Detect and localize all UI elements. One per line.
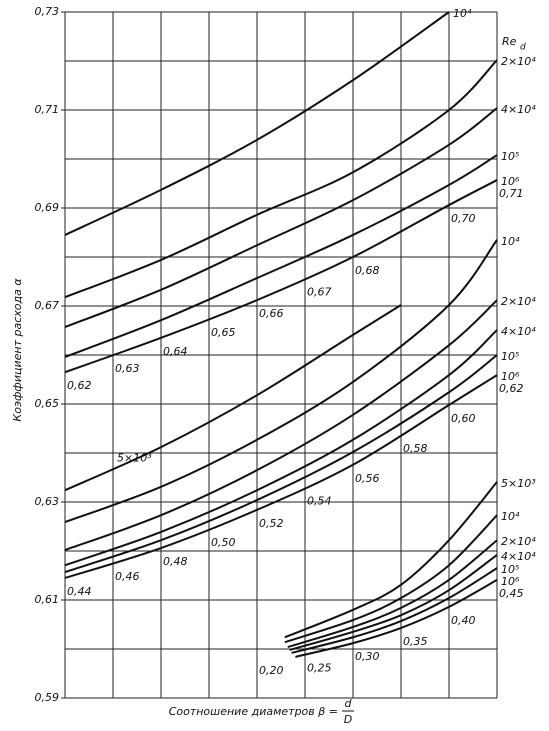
beta-label: 0,48 bbox=[163, 555, 188, 568]
beta-label: 0,62 bbox=[67, 379, 92, 392]
series-label: 10⁴ bbox=[501, 235, 520, 248]
beta-label: 0,71 bbox=[499, 187, 524, 200]
beta-label: 0,54 bbox=[307, 494, 332, 507]
curve bbox=[295, 579, 498, 658]
y-tick-label: 0,67 bbox=[35, 299, 60, 312]
beta-label: 0,35 bbox=[403, 635, 428, 648]
beta-label: 0,46 bbox=[115, 570, 140, 583]
series-label: 2×10⁴ bbox=[501, 535, 536, 548]
beta-label: 0,64 bbox=[163, 345, 188, 358]
y-tick-label: 0,65 bbox=[35, 397, 60, 410]
beta-label: 0,52 bbox=[259, 517, 284, 530]
beta-label: 0,30 bbox=[355, 650, 380, 663]
series-label: 4×10⁴ bbox=[501, 325, 536, 338]
x-label-denominator: D bbox=[344, 713, 352, 726]
curve bbox=[64, 354, 498, 574]
x-label-numerator: d bbox=[345, 697, 353, 710]
series-label: 10⁴ bbox=[501, 510, 520, 523]
curve bbox=[291, 567, 498, 654]
y-tick-label: 0,63 bbox=[35, 495, 60, 508]
series-label: 4×10⁴ bbox=[501, 550, 536, 563]
beta-label: 0,56 bbox=[355, 472, 380, 485]
series-label: 10⁶ bbox=[501, 175, 520, 188]
y-axis-label: Коэффициент расхода α bbox=[11, 278, 24, 422]
beta-label: 0,65 bbox=[211, 326, 236, 339]
series-label: 10⁶ bbox=[501, 370, 520, 383]
curve bbox=[284, 481, 498, 639]
series-label: 2×10⁴ bbox=[501, 55, 536, 68]
legend-title-sub: d bbox=[520, 43, 526, 53]
beta-label: 0,44 bbox=[67, 585, 92, 598]
beta-label: 0,62 bbox=[499, 382, 524, 395]
y-tick-label: 0,73 bbox=[35, 5, 60, 18]
curve bbox=[64, 11, 450, 236]
series-label: 5×10³ bbox=[501, 477, 536, 490]
curve bbox=[64, 107, 498, 329]
y-tick-label: 0,69 bbox=[35, 201, 60, 214]
series-label: 10⁵ bbox=[501, 350, 519, 363]
curve bbox=[64, 304, 402, 492]
x-axis-label: Соотношение диаметров β = bbox=[169, 705, 338, 718]
beta-label: 0,67 bbox=[307, 286, 332, 299]
curve bbox=[64, 59, 498, 299]
curve bbox=[64, 154, 498, 358]
beta-label: 0,68 bbox=[355, 264, 380, 277]
series-label: 10⁴ bbox=[453, 7, 472, 20]
curve bbox=[64, 179, 498, 374]
series-label: 4×10⁴ bbox=[501, 103, 536, 116]
curve bbox=[64, 239, 498, 524]
curve bbox=[64, 374, 498, 579]
curve bbox=[64, 299, 498, 551]
series-label: 10⁵ bbox=[501, 150, 519, 163]
y-tick-label: 0,61 bbox=[35, 593, 60, 606]
curve bbox=[284, 514, 498, 644]
curve bbox=[287, 539, 498, 648]
series-label: 10⁵ bbox=[501, 563, 519, 576]
beta-label: 0,45 bbox=[499, 587, 524, 600]
series-label: 10⁶ bbox=[501, 575, 520, 588]
legend-title: Re bbox=[502, 35, 517, 48]
curve bbox=[289, 554, 498, 651]
series-label: 2×10⁴ bbox=[501, 295, 536, 308]
beta-label: 0,25 bbox=[307, 662, 332, 675]
y-tick-label: 0,71 bbox=[35, 103, 60, 116]
beta-label: 0,63 bbox=[115, 362, 140, 375]
y-tick-label: 0,59 bbox=[35, 691, 60, 704]
series-label: 5×10³ bbox=[117, 452, 152, 465]
beta-label: 0,60 bbox=[451, 412, 476, 425]
beta-label: 0,20 bbox=[259, 664, 284, 677]
beta-label: 0,70 bbox=[451, 212, 476, 225]
beta-label: 0,50 bbox=[211, 536, 236, 549]
beta-label: 0,66 bbox=[259, 307, 284, 320]
beta-label: 0,58 bbox=[403, 442, 428, 455]
beta-label: 0,40 bbox=[451, 614, 476, 627]
curve bbox=[64, 329, 498, 567]
